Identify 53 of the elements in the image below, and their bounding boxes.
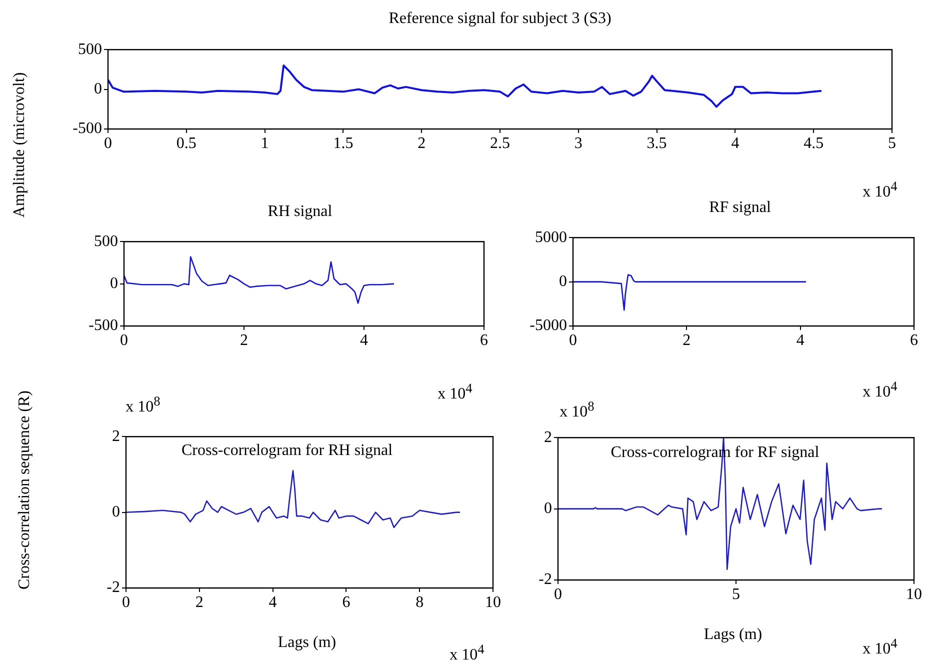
y-tick-label: 2 <box>544 428 552 446</box>
y-tick-label: 0 <box>94 80 102 98</box>
text: x 10$^{4}$ <box>450 641 484 665</box>
text: x 10$^{4}$ <box>862 635 898 659</box>
x-axis-title: Lags (m) <box>278 634 336 652</box>
y-tick-label: 0 <box>112 504 120 521</box>
text: x 10$^{4}$ <box>862 178 898 202</box>
x-tick-label: 5 <box>888 134 896 152</box>
y-tick-label: 2 <box>112 428 120 445</box>
x-tick-label: 0.5 <box>176 134 196 152</box>
chart-title: Reference signal for subject 3 (S3) <box>388 10 612 28</box>
y-tick-label: -500 <box>88 317 118 334</box>
x-tick-label: 10 <box>485 594 501 611</box>
x-tick-label: 4 <box>268 594 277 611</box>
text: x 10$^{4}$ <box>438 380 472 404</box>
y-tick-label: 0 <box>110 275 118 292</box>
y-tick-label: 0 <box>544 500 552 518</box>
x-tick-label: 2 <box>682 332 691 349</box>
x-tick-label: 8 <box>416 594 424 611</box>
y-axis-title: Amplitude (microvolt) <box>11 72 29 218</box>
y-axis-title: Cross-correlation sequence (R) <box>16 390 34 590</box>
x-tick-label: 4 <box>796 332 804 349</box>
x-tick-label: 2 <box>195 594 204 611</box>
x-tick-label: 10 <box>906 586 922 603</box>
x-tick-label: 4.5 <box>804 134 824 152</box>
y-tick-label: 0 <box>559 273 567 290</box>
y-tick-label: 500 <box>94 232 118 250</box>
y-tick-label: -2 <box>538 571 552 588</box>
y-tick-label: -5000 <box>530 317 567 334</box>
x-tick-label: 2 <box>418 134 426 152</box>
chart-title: RF signal <box>709 199 771 217</box>
y-tick-label: 500 <box>78 40 102 58</box>
x-tick-label: 6 <box>342 594 350 611</box>
x-tick-label: 3 <box>574 134 582 152</box>
y-tick-label: -2 <box>106 579 120 596</box>
annotation: Cross-correlogram for RH signal <box>181 442 393 460</box>
x-axis-title: Lags (m) <box>704 626 762 644</box>
text: x 10$^{4}$ <box>862 378 898 402</box>
x-tick-label: 5 <box>732 586 740 603</box>
y-tick-label: -500 <box>72 120 102 138</box>
x-tick-label: 6 <box>910 332 918 349</box>
x-tick-label: 4 <box>360 332 368 349</box>
x-tick-label: 2 <box>240 332 248 349</box>
x-tick-label: 4 <box>731 134 740 152</box>
x-tick-label: 3.5 <box>646 134 667 152</box>
x-tick-label: 6 <box>480 332 488 349</box>
chart-title: RH signal <box>268 203 332 221</box>
x-tick-label: 1.5 <box>333 134 354 152</box>
x-tick-label: 1 <box>260 134 269 152</box>
x-tick-label: 2.5 <box>490 134 510 152</box>
y-tick-label: 5000 <box>535 228 567 246</box>
text: x 10$^{8}$ <box>560 398 594 422</box>
text: x 10$^{8}$ <box>126 393 160 417</box>
